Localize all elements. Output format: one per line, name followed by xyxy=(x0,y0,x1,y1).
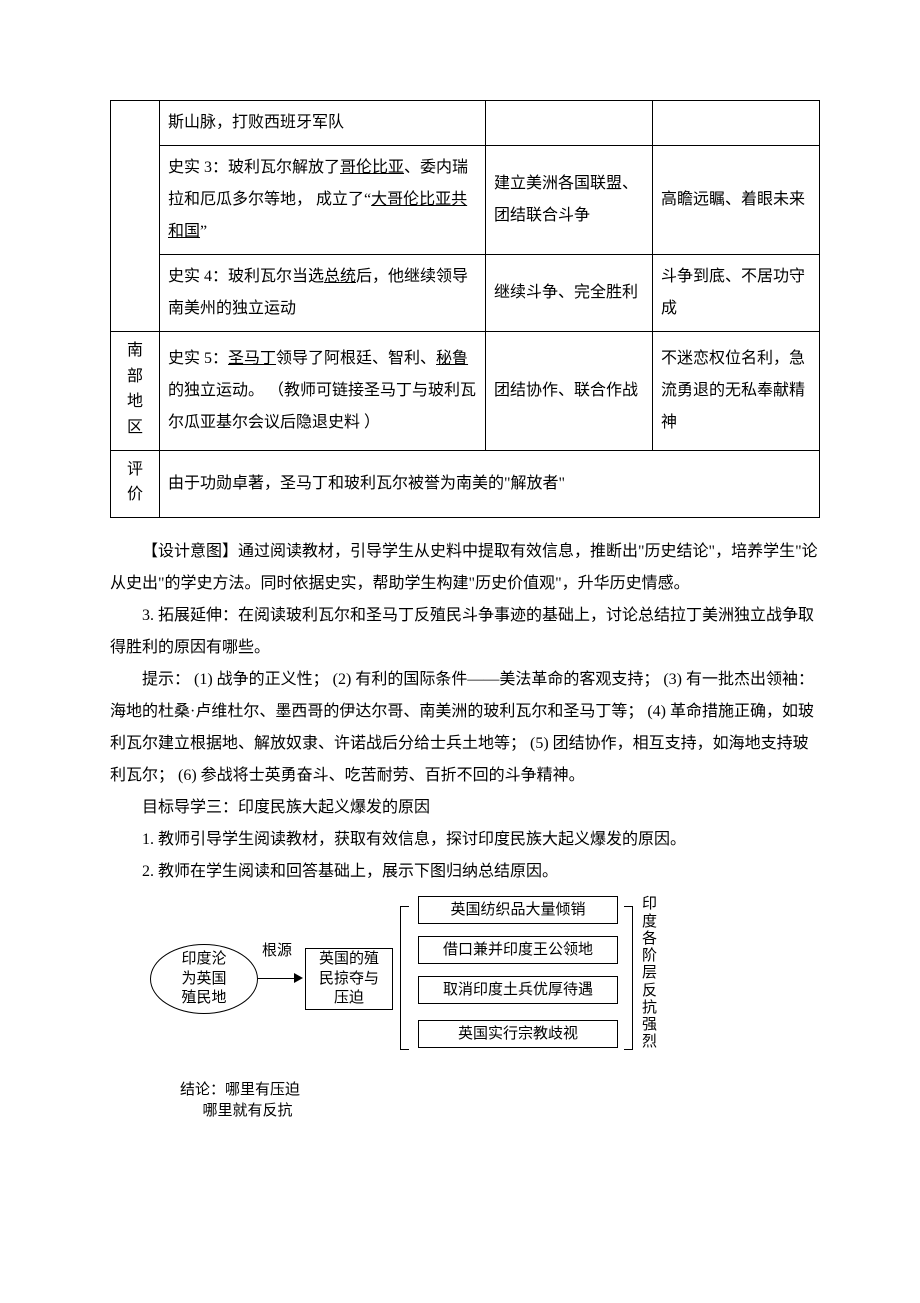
fact-cell: 史实 4：玻利瓦尔当选总统后，他继续领导南美州的独立运动 xyxy=(160,255,486,332)
diagram-root-label: 根源 xyxy=(262,942,292,962)
india-uprising-diagram: 印度沦 为英国 殖民地 根源 英国的殖 民掠夺与 压迫 英国纺织品大量倾销 借口… xyxy=(150,896,710,1116)
cause-box-1: 英国纺织品大量倾销 xyxy=(418,896,618,924)
region-cell-north xyxy=(111,101,160,332)
table-row: 评价 由于功勋卓著，圣马丁和玻利瓦尔被誉为南美的"解放者" xyxy=(111,450,820,518)
step2-paragraph: 2. 教师在学生阅读和回答基础上，展示下图归纳总结原因。 xyxy=(110,856,820,888)
design-intent-paragraph: 【设计意图】通过阅读教材，引导学生从史料中提取有效信息，推断出"历史结论"，培养… xyxy=(110,536,820,600)
table-row: 斯山脉，打败西班牙军队 xyxy=(111,101,820,146)
region-cell-south: 南部地区 xyxy=(111,332,160,451)
conclusion-cell xyxy=(486,101,653,146)
arrow-shaft-1 xyxy=(258,978,296,979)
history-facts-table: 斯山脉，打败西班牙军队 史实 3：玻利瓦尔解放了哥伦比亚、委内瑞拉和厄瓜多尔等地… xyxy=(110,100,820,518)
cause-box-4: 英国实行宗教歧视 xyxy=(418,1020,618,1048)
diagram-center-box: 英国的殖 民掠夺与 压迫 xyxy=(305,948,393,1010)
conclusion-cell: 团结协作、联合作战 xyxy=(486,332,653,451)
table-row: 史实 4：玻利瓦尔当选总统后，他继续领导南美州的独立运动 继续斗争、完全胜利 斗… xyxy=(111,255,820,332)
value-cell xyxy=(653,101,820,146)
right-bracket xyxy=(624,906,633,1050)
hint-paragraph: 提示： (1) 战争的正义性； (2) 有利的国际条件——美法革命的客观支持； … xyxy=(110,664,820,792)
diagram-oval-india-colony: 印度沦 为英国 殖民地 xyxy=(150,944,258,1014)
left-bracket xyxy=(400,906,409,1050)
region-cell-eval: 评价 xyxy=(111,450,160,518)
step1-paragraph: 1. 教师引导学生阅读教材，获取有效信息，探讨印度民族大起义爆发的原因。 xyxy=(110,824,820,856)
fact-cell: 史实 3：玻利瓦尔解放了哥伦比亚、委内瑞拉和厄瓜多尔等地， 成立了“大哥伦比亚共… xyxy=(160,146,486,255)
value-cell: 不迷恋权位名利，急流勇退的无私奉献精神 xyxy=(653,332,820,451)
value-cell: 斗争到底、不居功守成 xyxy=(653,255,820,332)
arrow-head-1 xyxy=(294,973,303,983)
conclusion-cell: 建立美洲各国联盟、 团结联合斗争 xyxy=(486,146,653,255)
value-cell: 高瞻远瞩、着眼未来 xyxy=(653,146,820,255)
target3-heading: 目标导学三：印度民族大起义爆发的原因 xyxy=(110,792,820,824)
fact-cell: 斯山脉，打败西班牙军队 xyxy=(160,101,486,146)
evaluation-cell: 由于功勋卓著，圣马丁和玻利瓦尔被誉为南美的"解放者" xyxy=(160,450,820,518)
cause-box-2: 借口兼并印度王公领地 xyxy=(418,936,618,964)
table-row: 史实 3：玻利瓦尔解放了哥伦比亚、委内瑞拉和厄瓜多尔等地， 成立了“大哥伦比亚共… xyxy=(111,146,820,255)
cause-box-3: 取消印度土兵优厚待遇 xyxy=(418,976,618,1004)
fact-cell: 史实 5：圣马丁领导了阿根廷、智利、秘鲁的独立运动。 （教师可链接圣马丁与玻利瓦… xyxy=(160,332,486,451)
table-row: 南部地区 史实 5：圣马丁领导了阿根廷、智利、秘鲁的独立运动。 （教师可链接圣马… xyxy=(111,332,820,451)
extend-paragraph: 3. 拓展延伸：在阅读玻利瓦尔和圣马丁反殖民斗争事迹的基础上，讨论总结拉丁美洲独… xyxy=(110,600,820,664)
diagram-right-column: 印度各阶层反抗强烈 xyxy=(642,896,657,1051)
conclusion-cell: 继续斗争、完全胜利 xyxy=(486,255,653,332)
